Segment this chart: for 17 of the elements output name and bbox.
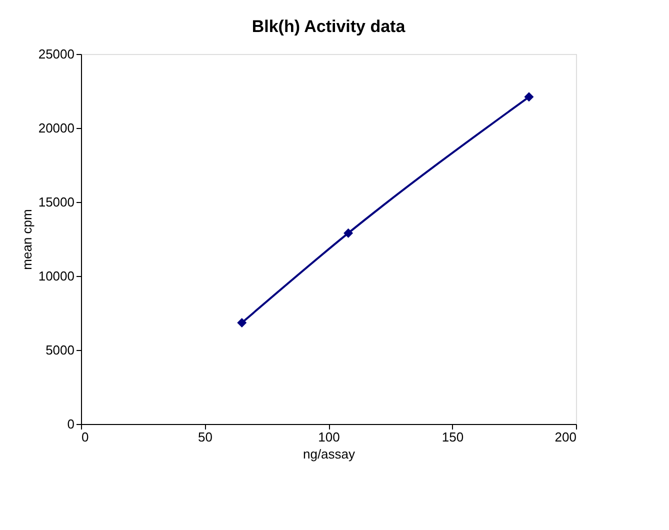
x-tick-label: 50 [198, 430, 212, 444]
point [344, 228, 354, 238]
x-tick-label: 200 [554, 430, 576, 444]
x-tick-label: 0 [82, 430, 89, 444]
point [237, 318, 247, 328]
y-tick-label: 15000 [38, 194, 74, 210]
y-tick-label: 5000 [46, 342, 74, 358]
x-tick-label: 150 [442, 430, 464, 444]
y-tick-label: 20000 [38, 120, 74, 136]
point [524, 92, 534, 102]
y-tick-label: 0 [67, 416, 74, 432]
chart-title: Blk(h) Activity data [252, 17, 406, 36]
y-axis-title: mean cpm [19, 209, 34, 270]
x-tick-label: 100 [318, 430, 340, 444]
x-axis-title: ng/assay [302, 446, 356, 462]
y-tick-label: 25000 [38, 46, 74, 62]
y-tick-label: 10000 [38, 268, 74, 284]
